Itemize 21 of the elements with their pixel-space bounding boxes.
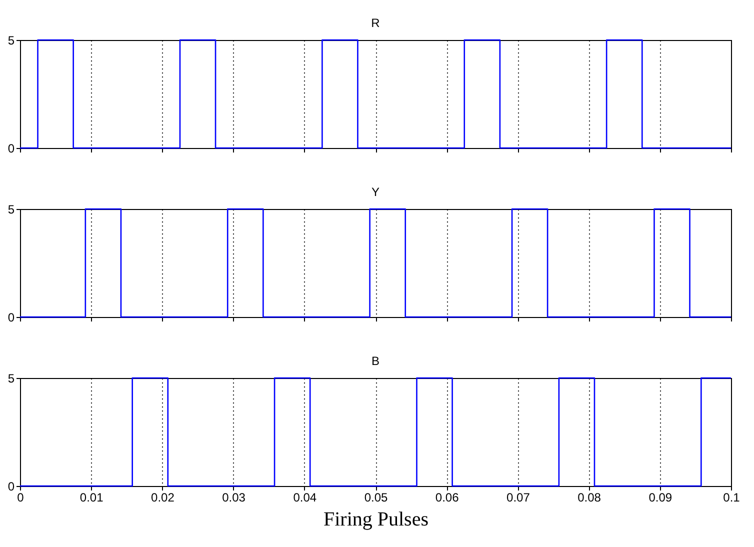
y-tick-label: 5	[8, 202, 15, 216]
y-tick-label: 0	[8, 142, 15, 156]
x-tick-label: 0.09	[648, 490, 672, 504]
x-tick-label: 0.01	[80, 490, 104, 504]
y-tick-label: 0	[8, 310, 15, 324]
x-tick-label: 0	[17, 490, 24, 504]
x-tick-label: 0.08	[578, 490, 602, 504]
chart-title: R	[371, 16, 380, 30]
x-tick-label: 0.1	[723, 490, 740, 504]
y-tick-label: 5	[8, 34, 15, 48]
y-tick-label: 5	[8, 372, 15, 386]
x-tick-label: 0.07	[506, 490, 530, 504]
y-tick-label: 0	[8, 480, 15, 494]
x-axis-title: Firing Pulses	[323, 508, 429, 530]
chart-title: B	[371, 354, 380, 368]
chart-title: Y	[371, 185, 380, 199]
x-tick-label: 0.05	[364, 490, 388, 504]
x-tick-label: 0.04	[293, 490, 317, 504]
x-tick-label: 0.03	[222, 490, 246, 504]
x-tick-label: 0.06	[435, 490, 460, 504]
x-tick-label: 0.02	[151, 490, 175, 504]
